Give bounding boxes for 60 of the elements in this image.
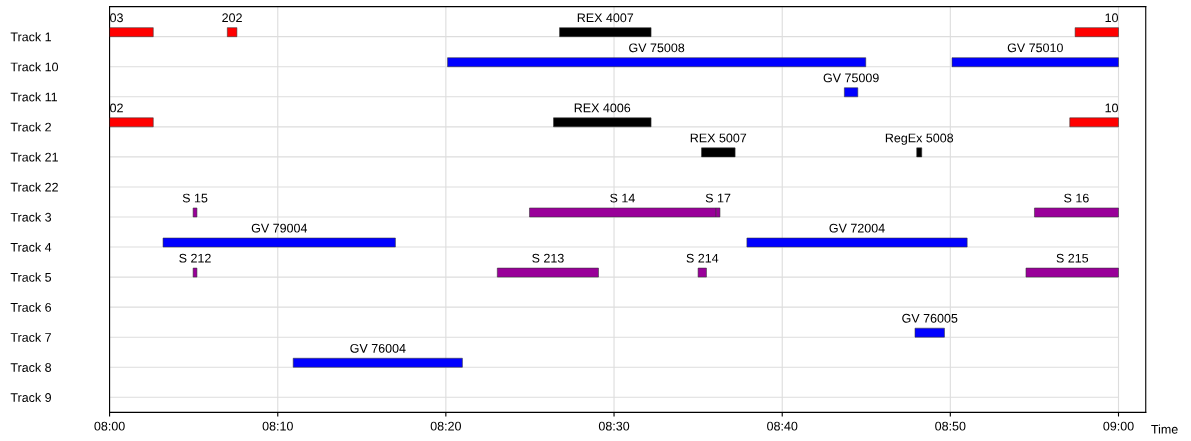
annotation: REX 4007 bbox=[577, 13, 634, 23]
annotation: GV 75008 bbox=[629, 43, 685, 53]
annotation: GV 72004 bbox=[829, 223, 885, 233]
annotation: S 215 bbox=[1056, 253, 1089, 263]
annotation: S 213 bbox=[532, 253, 564, 263]
y-tick-label: Track 5 bbox=[10, 272, 52, 282]
annotation: S 14 bbox=[610, 193, 635, 203]
y-tick-label: Track 1 bbox=[10, 32, 51, 42]
y-tick-label: Track 6 bbox=[10, 302, 52, 312]
y-tick-label: Track 9 bbox=[10, 392, 51, 402]
bar bbox=[109, 117, 154, 128]
annotation: S 214 bbox=[686, 253, 719, 263]
x-tick-label: 08:10 bbox=[262, 421, 293, 431]
annotation: 10 bbox=[1105, 103, 1119, 113]
annotation: RegEx 5008 bbox=[885, 133, 954, 145]
x-axis-title: Time bbox=[1151, 424, 1178, 434]
x-tick-label: 08:20 bbox=[430, 421, 461, 431]
y-tick-label: Track 3 bbox=[10, 212, 52, 222]
x-tick-label: 08:40 bbox=[767, 421, 798, 431]
x-tick-label: 08:50 bbox=[935, 421, 966, 431]
annotation: S 212 bbox=[179, 253, 211, 263]
x-tick-label: 08:00 bbox=[94, 421, 125, 431]
y-tick-label: Track 22 bbox=[10, 182, 58, 192]
annotation: GV 76004 bbox=[350, 343, 406, 353]
x-tick-label: 08:30 bbox=[598, 421, 630, 431]
annotation: S 17 bbox=[705, 193, 731, 203]
bar bbox=[1074, 27, 1119, 37]
annotation: 202 bbox=[222, 13, 242, 23]
y-tick-label: Track 4 bbox=[10, 242, 52, 252]
bar bbox=[1034, 207, 1119, 218]
bar bbox=[162, 237, 396, 248]
bar bbox=[844, 87, 859, 98]
bar bbox=[916, 147, 923, 158]
annotation: S 16 bbox=[1064, 193, 1089, 203]
annotation: REX 5007 bbox=[690, 133, 747, 143]
bar bbox=[447, 57, 867, 67]
annotation: 10 bbox=[1105, 13, 1119, 23]
annotation: GV 75009 bbox=[823, 73, 879, 83]
bar bbox=[227, 27, 238, 37]
annotation: 02 bbox=[110, 103, 123, 113]
bar bbox=[697, 267, 707, 278]
bar bbox=[292, 357, 463, 368]
annotation: GV 76005 bbox=[902, 313, 958, 323]
bar bbox=[553, 117, 652, 128]
y-tick-label: Track 7 bbox=[10, 332, 51, 342]
annotation: S 15 bbox=[182, 193, 208, 203]
bar bbox=[914, 327, 945, 338]
y-tick-label: Track 11 bbox=[10, 92, 58, 102]
y-tick-label: Track 8 bbox=[10, 362, 52, 372]
annotation: REX 4006 bbox=[574, 103, 631, 113]
y-tick-label: Track 21 bbox=[10, 152, 58, 162]
annotation: 03 bbox=[110, 13, 123, 23]
y-tick-label: Track 10 bbox=[10, 62, 59, 72]
bar bbox=[1025, 267, 1119, 278]
x-tick-label: 09:00 bbox=[1103, 421, 1134, 431]
bar bbox=[1069, 117, 1119, 128]
bar bbox=[109, 27, 154, 37]
y-tick-label: Track 2 bbox=[10, 122, 51, 132]
annotation: GV 79004 bbox=[251, 223, 308, 233]
annotation: GV 75010 bbox=[1007, 43, 1063, 53]
